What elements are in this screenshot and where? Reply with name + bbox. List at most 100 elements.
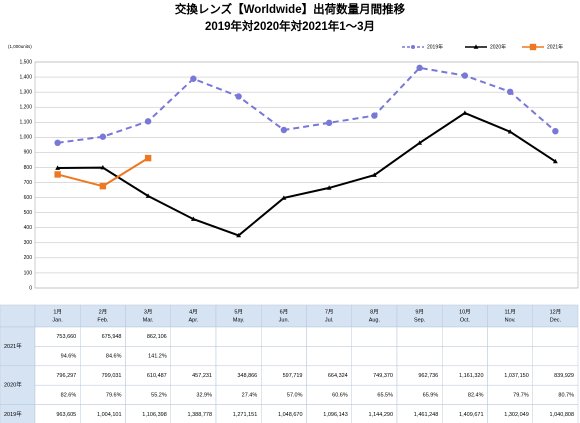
value-cell: 839,929 [554,373,574,379]
column-header: 5月 [234,308,243,315]
column-header: 3月 [144,308,153,315]
column-header: Oct. [460,317,471,323]
data-point [506,88,514,96]
legend-label: 2020年 [490,43,506,50]
table-header [125,304,171,328]
y-tick-label: 1,400 [19,74,32,80]
table-cell [442,346,488,367]
value-cell: 963,605 [56,412,76,418]
table-cell [261,326,307,347]
ratio-cell: 57.0% [287,392,303,398]
column-header: 7月 [325,308,334,315]
data-point [54,139,61,147]
value-cell: 1,388,778 [188,412,212,418]
value-cell: 799,031 [102,373,122,379]
table-header [351,304,398,328]
table-cell [487,326,533,347]
table-cell [261,346,307,367]
column-header: 4月 [189,308,198,315]
y-tick-label: 800 [24,165,33,171]
table-cell [215,346,262,367]
value-cell: 457,231 [192,373,212,379]
value-cell: 1,461,248 [414,412,438,418]
column-header: 6月 [280,308,289,315]
row-label: 2021年 [4,342,22,350]
ratio-cell: 80.7% [558,392,574,398]
value-cell: 675,948 [102,334,122,340]
value-cell: 1,161,320 [459,373,483,379]
series-line [57,157,149,188]
table-header [80,304,126,328]
value-cell: 1,271,151 [233,412,257,418]
y-tick-label: 500 [24,210,33,216]
data-point [235,93,242,100]
column-header: Sep. [414,317,426,323]
y-tick-label: 700 [24,180,33,186]
table-header [396,304,443,328]
table-header [442,304,488,328]
column-header: Apr. [188,317,198,323]
row-label: 2019年 [4,410,22,418]
data-point [145,193,151,198]
table-header [0,304,36,328]
data-point [100,165,106,170]
y-tick-label: 1,300 [19,89,32,95]
chart-subtitle: 2019年対2020年対2021年1～3月 [205,19,375,33]
data-point [417,140,423,145]
ratio-cell: 32.9% [196,392,212,398]
column-header: Jan. [52,317,63,323]
table-header [170,304,217,328]
column-header: 9月 [415,308,424,315]
column-header: 10月 [459,308,471,315]
table-header [487,304,533,328]
table-cell [215,326,262,347]
table-cell [306,326,352,347]
data-point [507,129,513,134]
data-point [190,216,196,221]
y-tick-label: 300 [24,240,33,246]
legend-marker [473,44,479,49]
legend-marker [411,45,415,49]
column-header: 12月 [550,308,562,315]
ratio-cell: 94.6% [61,354,77,360]
column-header: Nov. [505,317,516,323]
data-point [144,118,152,125]
column-header: 8月 [370,308,379,315]
ratio-cell: 82.4% [468,392,484,398]
column-header: Jul. [325,317,334,323]
legend-label: 2021年 [547,43,563,50]
table-cell [170,346,217,367]
ratio-cell: 60.6% [332,392,348,398]
table-cell [487,346,533,367]
y-tick-label: 200 [24,255,33,261]
ratio-cell: 141.2% [148,354,167,360]
data-point [416,64,423,72]
legend-marker [529,43,537,51]
table-header [306,304,352,328]
column-header: May. [233,317,245,323]
column-header: Aug. [369,317,381,323]
value-cell: 1,302,049 [504,412,528,418]
data-point [326,185,332,190]
table-cell [351,326,398,347]
data-point [325,119,333,127]
data-point [281,195,287,200]
value-cell: 862,106 [147,334,167,340]
series-line [57,66,557,144]
value-cell: 1,409,671 [459,412,483,418]
data-point [236,232,242,238]
y-tick-label: 400 [24,225,33,231]
table-cell [351,346,398,367]
data-point [55,165,61,170]
value-cell: 597,719 [283,373,303,379]
ratio-cell: 79.6% [106,392,122,398]
ratio-cell: 84.6% [106,354,122,360]
value-cell: 753,660 [56,334,76,340]
y-axis-label: (1,000units) [8,44,32,49]
table-cell [396,346,443,367]
ratio-cell: 79.7% [513,392,529,398]
table-cell [532,404,579,423]
table-cell [170,326,217,347]
y-tick-label: 1,100 [19,120,32,126]
table-cell [396,326,443,347]
